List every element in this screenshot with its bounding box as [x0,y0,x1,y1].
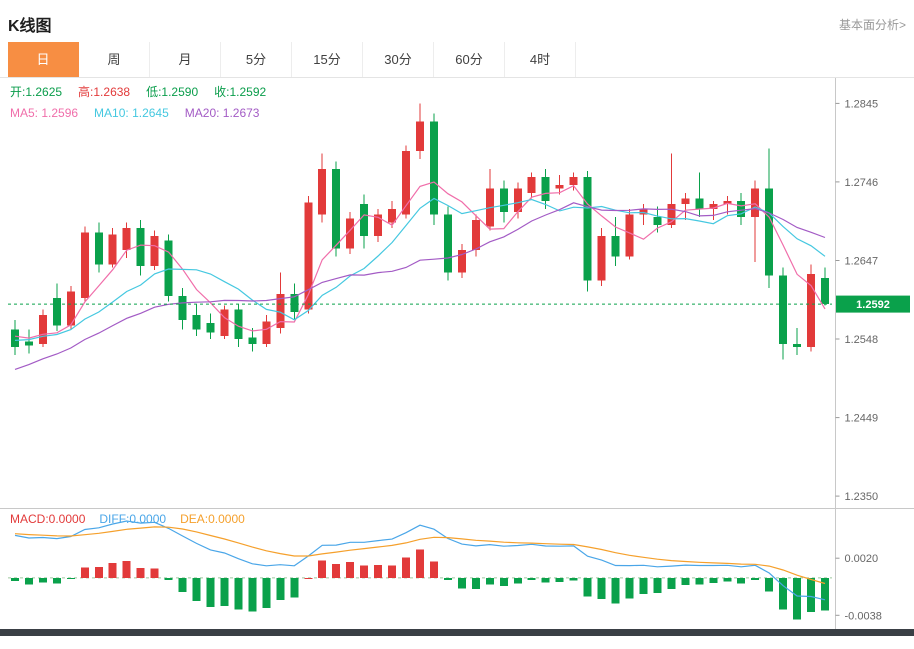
tab-60min[interactable]: 60分 [434,42,505,77]
price-tick-label: 1.2350 [845,491,879,503]
price-tick-label: 1.2647 [845,256,879,268]
bottom-scrollbar[interactable] [0,629,914,636]
header: K线图 基本面分析> [0,0,914,38]
tab-day[interactable]: 日 [8,42,79,77]
tab-4hour[interactable]: 4时 [505,42,576,77]
candles-layer [11,103,829,359]
ma20-line [15,203,825,370]
macd-histogram [11,550,829,620]
tab-week[interactable]: 周 [79,42,150,77]
price-tick-label: 1.2548 [845,334,879,346]
tab-bar: 日周月5分15分30分60分4时 [0,42,914,78]
kline-page: K线图 基本面分析> 日周月5分15分30分60分4时 开:1.2625高:1.… [0,0,914,649]
price-tick-label: 1.2449 [845,413,879,425]
tab-30min[interactable]: 30分 [363,42,434,77]
macd-tick-label: -0.0038 [845,610,882,622]
ma10-line [15,199,825,341]
tab-15min[interactable]: 15分 [292,42,363,77]
tab-month[interactable]: 月 [150,42,221,77]
chart-area: 开:1.2625高:1.2638低:1.2590收:1.2592 MA5: 1.… [0,78,914,636]
price-tick-label: 1.2746 [845,177,879,189]
price-tick-label: 1.2845 [845,98,879,110]
macd-tick-label: 0.0020 [845,553,879,565]
current-price-badge-label: 1.2592 [856,299,890,311]
main-candlestick-chart[interactable]: 1.2845 1.2746 1.2647 1.2548 1.2449 1.2350 1.25… [0,78,914,508]
fundamental-analysis-link[interactable]: 基本面分析> [839,16,906,33]
page-title: K线图 [8,12,52,36]
tab-5min[interactable]: 5分 [221,42,292,77]
macd-chart[interactable]: 0.0020 -0.0038 [0,508,914,636]
